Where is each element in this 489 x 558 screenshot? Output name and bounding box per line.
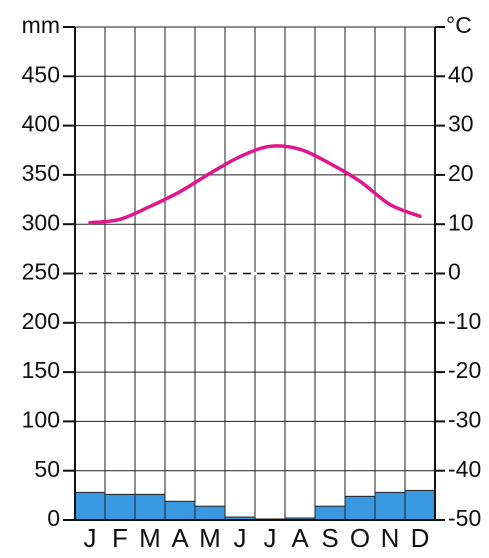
- bar: [104, 493, 136, 521]
- y2-tick-label: 30: [448, 111, 474, 137]
- x-tick-label: S: [321, 523, 338, 553]
- bar: [164, 500, 196, 521]
- y-axis-label: mm: [22, 12, 60, 38]
- y-tick-label: 400: [22, 111, 60, 137]
- y-tick-label: 100: [22, 406, 60, 432]
- y2-tick-label: -40: [448, 456, 481, 482]
- y-tick-label: 150: [22, 357, 60, 383]
- bar: [74, 491, 106, 521]
- y2-tick-label: -10: [448, 308, 481, 334]
- y2-tick-label: 10: [448, 209, 474, 235]
- y2-tick-label: -20: [448, 357, 481, 383]
- bar: [344, 495, 376, 521]
- y-tick-label: 250: [22, 259, 60, 285]
- bar: [134, 493, 166, 521]
- x-tick-label: J: [234, 523, 247, 553]
- y-tick-label: 300: [22, 209, 60, 235]
- y2-tick-label: 20: [448, 160, 474, 186]
- x-tick-label: D: [411, 523, 430, 553]
- x-tick-label: N: [381, 523, 400, 553]
- temperature-line: [88, 144, 422, 225]
- y-tick-label: 50: [34, 456, 60, 482]
- y2-axis-label: °C: [446, 12, 472, 38]
- y-tick-label: 0: [47, 505, 60, 531]
- bar: [374, 491, 406, 521]
- y-tick-label: 450: [22, 61, 60, 87]
- x-tick-label: J: [84, 523, 97, 553]
- bar: [404, 489, 436, 521]
- x-tick-label: A: [171, 523, 189, 553]
- y2-tick-label: 40: [448, 61, 474, 87]
- x-tick-label: A: [291, 523, 309, 553]
- bar: [194, 505, 226, 521]
- y-tick-label: 350: [22, 160, 60, 186]
- x-tick-label: F: [112, 523, 128, 553]
- y2-tick-label: -30: [448, 406, 481, 432]
- x-tick-label: J: [264, 523, 277, 553]
- bar: [314, 505, 346, 521]
- y2-tick-label: 0: [448, 259, 461, 285]
- x-tick-label: M: [139, 523, 161, 553]
- x-tick-label: M: [199, 523, 221, 553]
- y2-tick-label: -50: [448, 505, 481, 531]
- x-tick-label: O: [350, 523, 370, 553]
- y-tick-label: 200: [22, 308, 60, 334]
